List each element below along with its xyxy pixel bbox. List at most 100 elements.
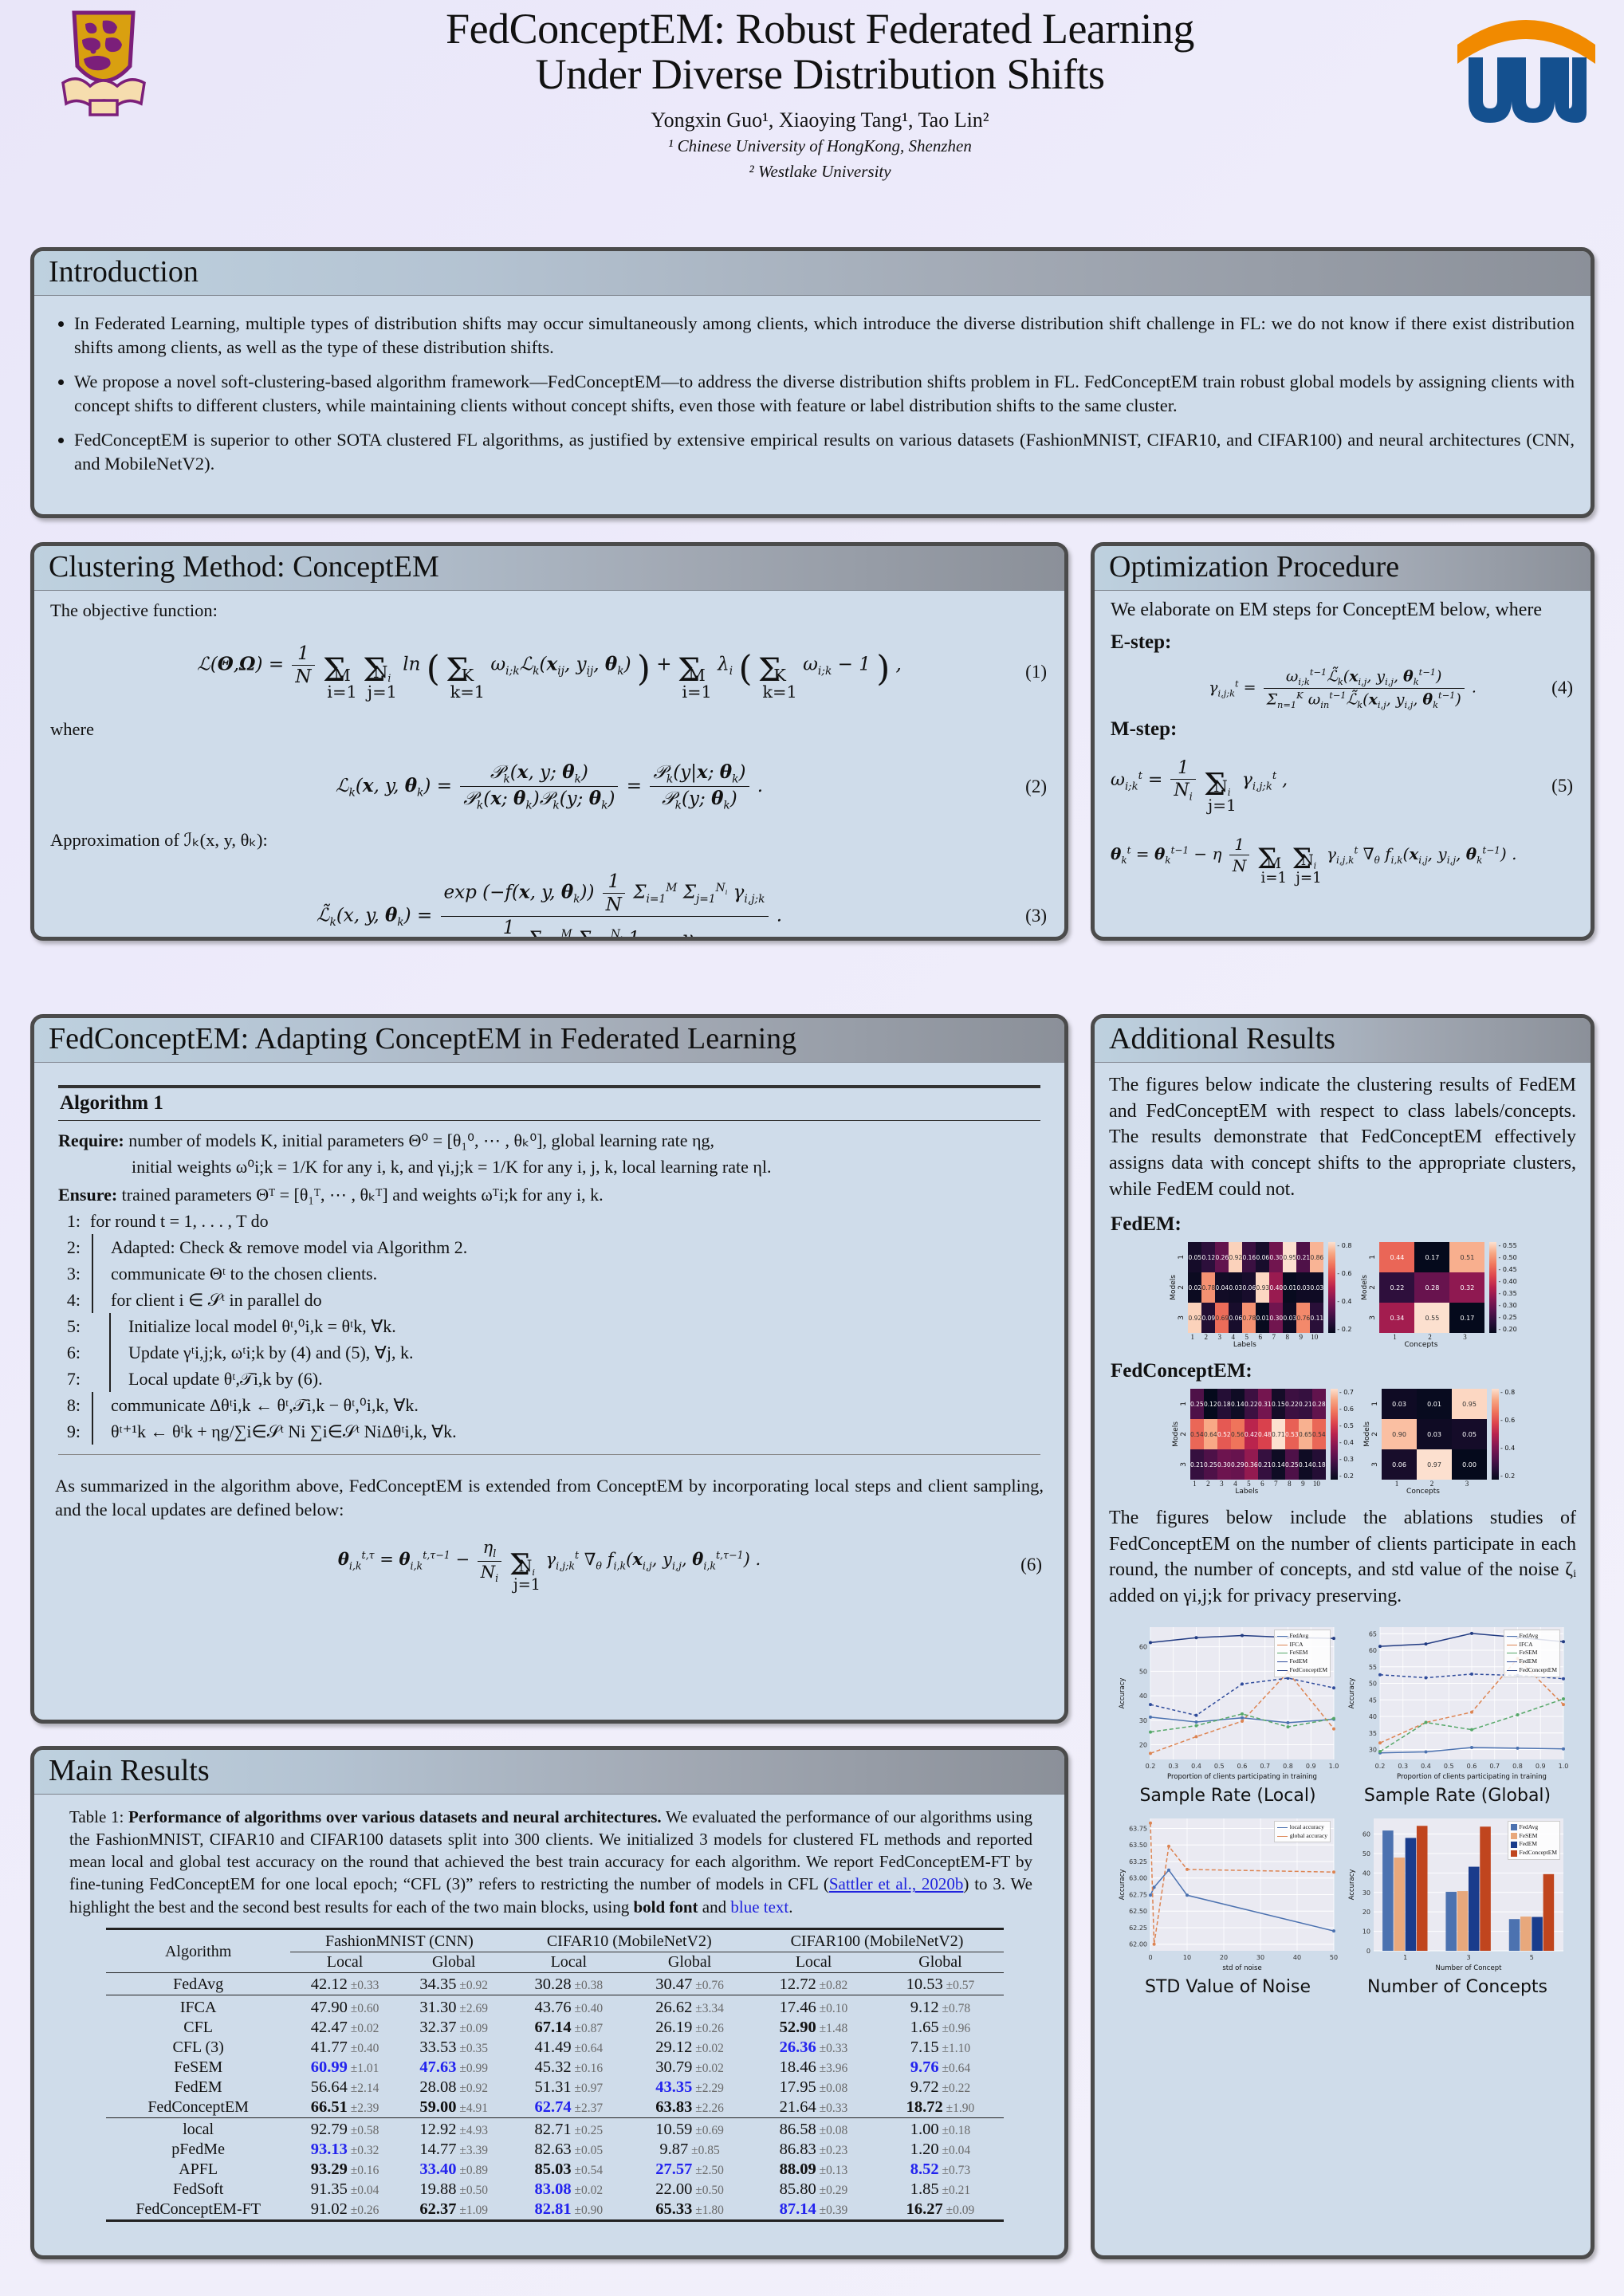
ensure-text: trained parameters Θᵀ = [θ₁ᵀ, ⋯ , θₖᵀ] a… xyxy=(121,1185,604,1205)
legend-entry: global accuracy xyxy=(1276,1832,1327,1841)
legend-label: FedEM xyxy=(1289,1657,1308,1665)
heatmap-cell: 0.51 xyxy=(1449,1242,1485,1273)
table-cell: 41.77 ±0.40 xyxy=(310,2038,379,2056)
heatmap-colorbar xyxy=(1330,1389,1338,1480)
table-cell: 52.90 ±1.48 xyxy=(779,2018,848,2036)
equation-5-number: (5) xyxy=(1551,775,1573,796)
svg-text:0.9: 0.9 xyxy=(1536,1763,1546,1770)
colorbar-tick: - 0.3 xyxy=(1339,1456,1354,1464)
colorbar-tick: - 0.4 xyxy=(1337,1298,1352,1306)
legend-label: FedAvg xyxy=(1289,1631,1309,1639)
heatmap-grid: 0.25 0.12 0.18 0.14 0.22 0.31 0.15 0.22 0.21 0.28… xyxy=(1189,1389,1326,1480)
heatmap-x-tick: 2 xyxy=(1206,1480,1210,1488)
heatmap-cell: 0.40 xyxy=(1269,1272,1284,1303)
svg-text:63.50: 63.50 xyxy=(1129,1842,1147,1849)
heatmap-x-tick: 5 xyxy=(1247,1480,1251,1488)
algorithm-require-line: Require: number of models K, initial par… xyxy=(58,1127,1040,1154)
table-subheader: Local Global Local Global Local Global xyxy=(106,1952,1004,1972)
heatmap-cell: 0.21 xyxy=(1298,1389,1312,1420)
heatmap-x-axis-label: Labels xyxy=(1233,1341,1256,1350)
fedconceptem-panel: FedConceptEM: Adapting ConceptEM in Fede… xyxy=(30,1014,1068,1724)
heatmap-cell: 0.71 xyxy=(1271,1419,1285,1450)
legend-label: FedConceptEM xyxy=(1519,1849,1558,1857)
heatmap-x-tick: 3 xyxy=(1220,1480,1224,1488)
algorithm-step: 5: Initialize local model θᵗ,⁰i,k = θᵗk,… xyxy=(58,1313,1040,1340)
colorbar-tick: - 0.35 xyxy=(1498,1290,1517,1298)
heatmap-y-tick: 2 xyxy=(1179,1432,1188,1437)
algorithm-block: Algorithm 1 Require: number of models K,… xyxy=(58,1085,1040,1456)
citation-link[interactable]: Sattler et al., 2020b xyxy=(828,1874,964,1894)
ablation-charts-row: 62.00 62.25 62.50 62.75 63.00 63.25 63.50 63.75… xyxy=(1109,1812,1576,1997)
table-cell: 18.46 ±3.96 xyxy=(779,2058,848,2076)
step-text: Update γᵗi,j;k, ωᵗi;k by (4) and (5), ∀j… xyxy=(109,1339,1040,1366)
table-cell: 34.35 ±0.92 xyxy=(419,1976,488,1994)
introduction-heading: Introduction xyxy=(34,251,1591,297)
chart-legend: FedAvg FeSEM FedEM FedConceptEM xyxy=(1507,1820,1560,1861)
heatmap-y-tick: 2 xyxy=(1178,1285,1186,1291)
heatmap-x-tick: 6 xyxy=(1258,1333,1263,1342)
fedconceptem-figure-label: FedConceptEM: xyxy=(1111,1360,1252,1382)
table-cell: 86.58 ±0.08 xyxy=(779,2121,848,2139)
table-cell: 10.59 ±0.69 xyxy=(655,2121,724,2139)
sample-rate-global-caption: Sample Rate (Global) xyxy=(1363,1785,1551,1806)
heatmap-cell: 0.12 xyxy=(1203,1389,1217,1420)
caption-rest-a: We evaluated the performance of our algo… xyxy=(69,1807,1033,1894)
legend-entry: FeSEM xyxy=(1506,1649,1558,1657)
heatmap-x-tick: 8 xyxy=(1288,1480,1292,1488)
table-row: FedSoft 91.35 ±0.04 19.88 ±0.50 83.08 ±0.02… xyxy=(106,2180,1004,2200)
svg-text:62.00: 62.00 xyxy=(1129,1940,1147,1948)
table-group-header: Algorithm FashionMNIST (CNN) CIFAR10 (Mobi… xyxy=(106,1931,1004,1960)
heatmap-y-axis-label: Models xyxy=(1171,1421,1180,1448)
heatmap-x-tick: 10 xyxy=(1311,1333,1319,1342)
table-row: FedConceptEM 66.51 ±2.39 59.00 ±4.91 62.74 … xyxy=(106,2097,1004,2118)
svg-text:0.6: 0.6 xyxy=(1467,1763,1477,1770)
legend-entry: local accuracy xyxy=(1276,1823,1327,1832)
heatmap-x-axis-label: Concepts xyxy=(1404,1341,1438,1350)
heatmap-cell: 0.22 xyxy=(1284,1389,1299,1420)
heatmap-y-tick: 2 xyxy=(1369,1285,1378,1291)
caption-rest-b: ) to 3. We highlight the best and the se… xyxy=(69,1874,1032,1917)
svg-text:Accuracy: Accuracy xyxy=(1119,1677,1127,1708)
heatmap-x-tick: 8 xyxy=(1285,1333,1290,1342)
svg-text:65: 65 xyxy=(1369,1630,1377,1637)
caption-and: and xyxy=(698,1897,731,1917)
sample-rate-charts-row: 20 30 40 50 60 0.2 0.3 0.4 0.5 0.6 0.7 0.8 0.9 1.0 Pro… xyxy=(1109,1621,1576,1806)
svg-text:Accuracy: Accuracy xyxy=(1348,1869,1356,1900)
heatmap-cell: 0.54 xyxy=(1189,1419,1204,1450)
heatmap-cell: 0.03 xyxy=(1310,1272,1324,1303)
colorbar-tick: - 0.55 xyxy=(1498,1242,1517,1250)
heatmap-cell: 0.55 xyxy=(1414,1303,1450,1334)
row-label: FedAvg xyxy=(173,1976,224,1994)
svg-text:1: 1 xyxy=(1403,1954,1407,1961)
heatmap-cell: 0.16 xyxy=(1242,1242,1256,1273)
algorithm-step: 1: for round t = 1, . . . , T do xyxy=(58,1208,1040,1234)
colorbar-tick: - 0.6 xyxy=(1337,1270,1352,1278)
step-number: 5: xyxy=(66,1316,81,1337)
step-number: 2: xyxy=(66,1237,81,1258)
table-cell: 42.47 ±0.02 xyxy=(310,2018,379,2036)
step-number: 9: xyxy=(66,1421,81,1442)
equation-3-number: (3) xyxy=(1025,906,1047,926)
table-cell: 47.90 ±0.60 xyxy=(310,1998,379,2016)
algorithm-step: 8: communicate Δθᵗi,k ← θᵗ,𝒯i,k − θᵗ,⁰i,… xyxy=(58,1392,1040,1419)
heatmap-y-tick: 3 xyxy=(1178,1315,1186,1321)
heatmap-cell: 0.09 xyxy=(1201,1303,1216,1334)
table-cell: 1.65 ±0.96 xyxy=(910,2018,971,2036)
svg-text:20: 20 xyxy=(1139,1741,1147,1748)
heatmap-colorbar xyxy=(1492,1389,1499,1480)
heatmap-cell: 0.95 xyxy=(1452,1389,1487,1420)
svg-text:Proportion of clients particip: Proportion of clients participating in t… xyxy=(1397,1773,1547,1780)
table-row: APFL 93.29 ±0.16 33.40 ±0.89 85.03 ±0.54 27.… xyxy=(106,2160,1004,2180)
author-list: Yongxin Guo¹, Xiaoying Tang¹, Tao Lin² xyxy=(651,108,989,132)
algorithm-ensure-line: Ensure: trained parameters Θᵀ = [θ₁ᵀ, ⋯ … xyxy=(58,1181,1040,1208)
cuhk-logo xyxy=(44,6,163,124)
heatmap-x-tick: 3 xyxy=(1217,1333,1222,1342)
svg-text:0.5: 0.5 xyxy=(1444,1763,1454,1770)
heatmap-cell: 0.15 xyxy=(1271,1389,1285,1420)
fedem-heatmap-row: Models 1 2 3 0.05 0.12 0.26 0.92 0.16 0.06 0.30 0.9… xyxy=(1109,1242,1576,1349)
heatmap-y-tick: 1 xyxy=(1371,1402,1379,1407)
equation-2-number: (2) xyxy=(1025,776,1047,796)
step-number: 4: xyxy=(66,1290,81,1311)
colorbar-tick: - 0.45 xyxy=(1498,1266,1517,1274)
legend-entry: FedConceptEM xyxy=(1510,1849,1558,1858)
